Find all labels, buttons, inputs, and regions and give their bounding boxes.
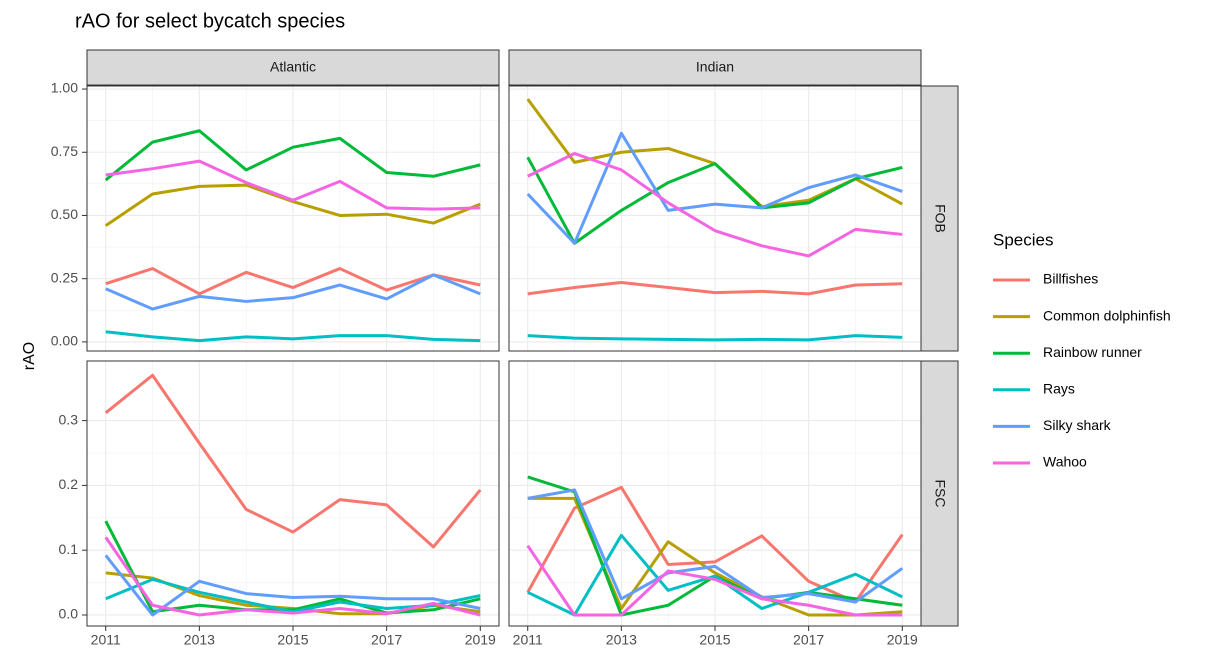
legend-title: Species	[993, 230, 1053, 249]
y-tick-label: 0.1	[59, 541, 79, 557]
series-line	[527, 488, 904, 604]
strip-background	[86, 49, 500, 86]
legend-label: Rays	[1043, 381, 1075, 397]
x-tick-label: 2019	[465, 632, 496, 648]
series-line	[105, 159, 481, 211]
x-tick-label: 2013	[184, 632, 215, 648]
strip-label: FOB	[932, 204, 948, 233]
y-tick-label: 0.2	[59, 476, 79, 492]
y-tick-label: 1.00	[51, 80, 78, 96]
x-tick-label: 2015	[277, 632, 308, 648]
series-line	[527, 152, 903, 258]
strip-background	[508, 49, 922, 86]
legend-label: Billfishes	[1043, 271, 1098, 287]
series-line	[105, 330, 481, 343]
strip-label: Atlantic	[270, 59, 316, 75]
y-tick-label: 0.3	[59, 411, 79, 427]
y-tick-label: 0.00	[51, 333, 78, 349]
legend-label: Silky shark	[1043, 417, 1112, 433]
series-line	[526, 156, 903, 245]
x-tick-label: 2015	[699, 632, 730, 648]
series-line	[526, 131, 903, 245]
x-tick-label: 2011	[91, 632, 121, 648]
y-tick-label: 0.75	[51, 143, 78, 159]
series-line	[105, 273, 481, 311]
x-tick-label: 2017	[371, 632, 402, 648]
y-tick-label: 0.50	[51, 206, 78, 222]
legend-label: Rainbow runner	[1043, 344, 1142, 360]
strip-background	[920, 85, 959, 352]
series-line	[104, 373, 482, 549]
chart-title: rAO for select bycatch species	[75, 10, 345, 32]
strip-label: FSC	[932, 480, 948, 508]
series-line	[527, 280, 903, 296]
x-tick-label: 2011	[513, 632, 543, 648]
legend-label: Wahoo	[1043, 454, 1087, 470]
x-tick-label: 2019	[887, 632, 918, 648]
y-axis-title: rAO	[21, 342, 38, 370]
series-line	[527, 533, 903, 617]
series-line	[104, 536, 481, 617]
legend-label: Common dolphinfish	[1043, 307, 1171, 323]
panel-border	[86, 85, 500, 352]
series-line	[105, 267, 481, 296]
series-line	[526, 544, 903, 617]
series-line	[527, 334, 903, 342]
x-tick-label: 2013	[606, 632, 637, 648]
series-line	[104, 554, 481, 617]
y-tick-label: 0.25	[51, 269, 78, 285]
x-tick-label: 2017	[793, 632, 824, 648]
panel-border	[508, 85, 922, 352]
series-line	[104, 129, 481, 182]
strip-background	[920, 360, 959, 627]
strip-label: Indian	[696, 59, 734, 75]
y-tick-label: 0.0	[59, 606, 79, 622]
